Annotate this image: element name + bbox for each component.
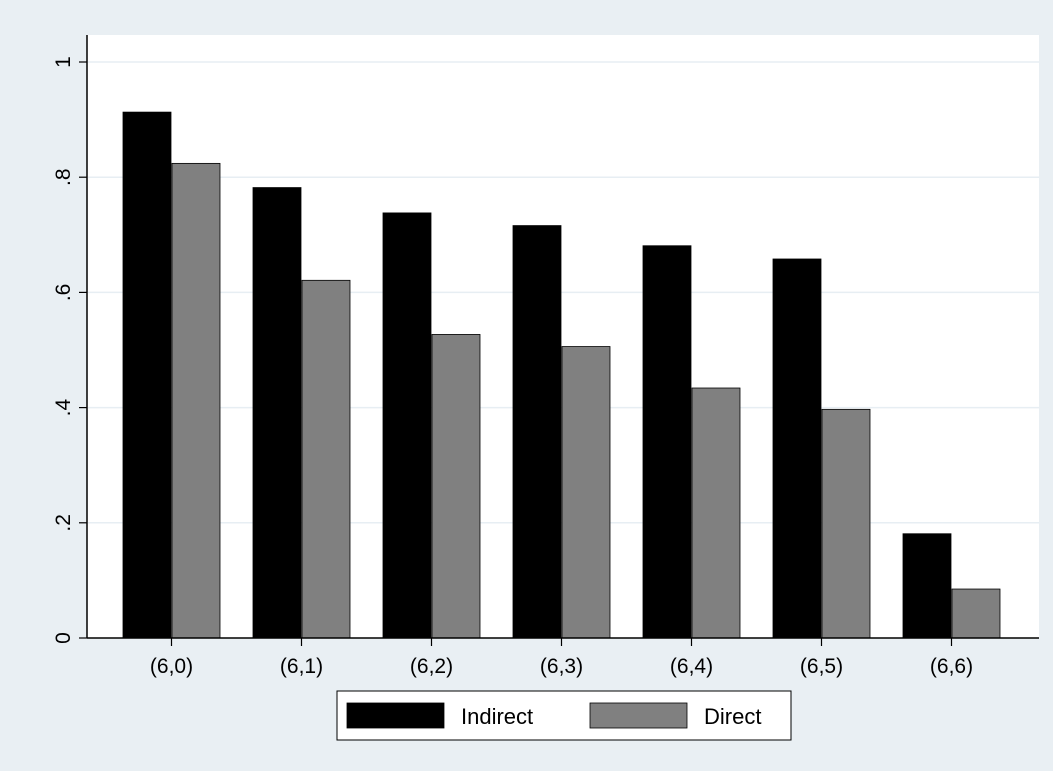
- bars: [122, 111, 1001, 639]
- bar-indirect-6: [902, 533, 952, 639]
- bar-direct-1: [301, 279, 351, 639]
- x-tick-label: (6,3): [540, 655, 583, 678]
- legend: Indirect Direct: [336, 690, 792, 741]
- bar-indirect-2: [382, 212, 432, 639]
- y-tick-label: .6: [52, 284, 75, 302]
- y-tick-label: .4: [52, 399, 75, 417]
- y-tick-label: 0: [52, 632, 75, 644]
- y-tick-label: .2: [52, 514, 75, 532]
- axes: (6,0) (6,1) (6,2) (6,3) (6,4) (6,5) (6,6) 0 .2 .4…: [52, 35, 1039, 678]
- bar-indirect-4: [642, 245, 692, 639]
- legend-swatch-direct: [589, 702, 688, 729]
- bar-direct-2: [431, 334, 481, 639]
- bar-direct-4: [691, 387, 741, 639]
- x-tick-label: (6,0): [150, 655, 193, 678]
- legend-label-direct: Direct: [704, 704, 761, 729]
- x-tick-label: (6,5): [800, 655, 843, 678]
- x-tick-label: (6,4): [670, 655, 713, 678]
- bar-direct-3: [561, 346, 611, 639]
- legend-label-indirect: Indirect: [461, 704, 533, 729]
- bar-direct-6: [951, 588, 1001, 639]
- bar-direct-0: [171, 162, 221, 639]
- y-tick-label: 1: [52, 56, 75, 68]
- bar-indirect-0: [122, 111, 172, 639]
- bar-indirect-5: [772, 258, 822, 639]
- x-tick-label: (6,6): [930, 655, 973, 678]
- bar-direct-5: [821, 408, 871, 639]
- x-tick-label: (6,1): [280, 655, 323, 678]
- bar-indirect-1: [252, 187, 302, 639]
- y-tick-label: .8: [52, 168, 75, 186]
- legend-swatch-indirect: [346, 702, 445, 729]
- bar-indirect-3: [512, 225, 562, 639]
- x-tick-label: (6,2): [410, 655, 453, 678]
